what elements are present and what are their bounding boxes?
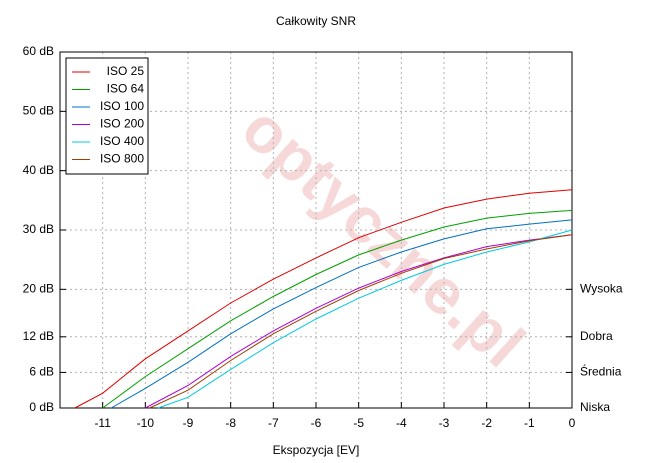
y2-tick-label: Średnia xyxy=(580,364,622,379)
series-line xyxy=(157,229,573,409)
y2-tick-label: Dobra xyxy=(580,329,613,343)
series-line xyxy=(145,234,573,409)
x-tick-label: -7 xyxy=(268,416,279,430)
x-axis-label: Ekspozycja [EV] xyxy=(273,443,360,457)
x-tick-label: -5 xyxy=(353,416,364,430)
series-line xyxy=(74,189,573,409)
series-line xyxy=(149,234,573,409)
x-tick-label: 0 xyxy=(569,416,576,430)
series-line xyxy=(110,219,573,409)
x-tick-label: -6 xyxy=(311,416,322,430)
y-tick-label: 6 dB xyxy=(29,365,54,379)
y2-tick-label: Wysoka xyxy=(580,282,623,296)
chart-title: Całkowity SNR xyxy=(276,14,356,28)
y-tick-label: 60 dB xyxy=(23,44,54,58)
x-tick-label: -9 xyxy=(183,416,194,430)
y-tick-label: 40 dB xyxy=(23,163,54,177)
x-tick-label: -3 xyxy=(439,416,450,430)
y-tick-label: 12 dB xyxy=(23,329,54,343)
y-tick-label: 20 dB xyxy=(23,282,54,296)
x-tick-label: -10 xyxy=(137,416,155,430)
x-tick-label: -8 xyxy=(225,416,236,430)
legend-label: ISO 800 xyxy=(100,152,144,166)
legend-label: ISO 64 xyxy=(107,82,145,96)
legend-label: ISO 25 xyxy=(107,64,145,78)
x-tick-label: -4 xyxy=(396,416,407,430)
x-tick-label: -1 xyxy=(524,416,535,430)
legend-label: ISO 400 xyxy=(100,134,144,148)
y2-tick-label: Niska xyxy=(580,400,610,414)
legend-label: ISO 100 xyxy=(100,99,144,113)
legend-box xyxy=(65,57,149,175)
y-tick-label: 50 dB xyxy=(23,104,54,118)
x-tick-label: -11 xyxy=(94,416,111,430)
y-tick-label: 30 dB xyxy=(23,222,54,236)
y-tick-label: 0 dB xyxy=(29,400,54,414)
legend-label: ISO 200 xyxy=(100,117,144,131)
watermark: optyczne.pl xyxy=(229,92,539,381)
x-tick-label: -2 xyxy=(481,416,492,430)
series-line xyxy=(102,209,573,409)
